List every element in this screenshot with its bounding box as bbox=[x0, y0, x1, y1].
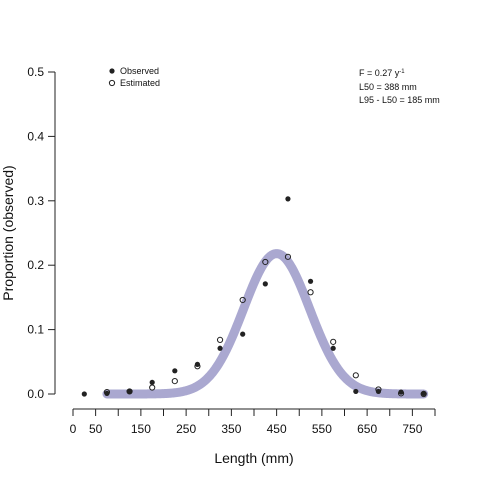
fitted-curve-layer bbox=[102, 249, 429, 399]
annotation-l95-l50: L95 - L50 = 185 mm bbox=[359, 95, 440, 105]
y-tick-label: 0.1 bbox=[27, 323, 44, 337]
y-tick-label: 0.5 bbox=[27, 65, 44, 79]
estimated-point bbox=[307, 289, 314, 296]
x-axis-title: Length (mm) bbox=[214, 450, 293, 466]
ticks: 0.0 0.1 0.2 0.3 0.4 0.5 0 50 150 250 350 450 550 650 7… bbox=[27, 65, 436, 436]
observed-point bbox=[240, 331, 246, 337]
observed-point bbox=[375, 388, 382, 395]
legend-estimated-label: Estimated bbox=[120, 78, 160, 88]
observed-point bbox=[353, 388, 359, 395]
x-tick-label: 0 bbox=[70, 422, 77, 436]
x-tick-label: 450 bbox=[267, 422, 287, 436]
annotation-l50: L50 = 388 mm bbox=[359, 82, 417, 92]
x-tick-label: 150 bbox=[131, 422, 151, 436]
axes bbox=[54, 72, 435, 410]
observed-point bbox=[126, 388, 133, 395]
estimated-point bbox=[194, 363, 201, 370]
observed-point bbox=[149, 379, 155, 386]
estimated-point bbox=[262, 258, 269, 266]
observed-point bbox=[172, 368, 178, 374]
fitted-curve-band bbox=[102, 249, 429, 399]
x-tick-label: 250 bbox=[176, 422, 196, 436]
annotation-f: F = 0.27 y-1 bbox=[359, 68, 405, 78]
observed-point bbox=[330, 345, 336, 351]
y-tick-label: 0.3 bbox=[27, 194, 44, 208]
estimated-point bbox=[397, 390, 405, 397]
data-points bbox=[81, 196, 427, 398]
legend-observed-marker bbox=[109, 68, 115, 74]
annotation-f-superscript: -1 bbox=[399, 69, 405, 75]
x-tick-label: 650 bbox=[357, 422, 377, 436]
estimated-point bbox=[330, 338, 337, 345]
estimated-point bbox=[103, 388, 111, 396]
estimated-point bbox=[126, 388, 133, 395]
y-tick-label: 0.4 bbox=[27, 129, 44, 143]
observed-point bbox=[217, 345, 223, 351]
estimated-point bbox=[216, 336, 224, 343]
y-tick-label: 0.2 bbox=[27, 258, 44, 272]
model-annotation: F = 0.27 y-1 L50 = 388 mm L95 - L50 = 18… bbox=[359, 68, 440, 105]
legend-estimated-marker bbox=[108, 79, 116, 87]
observed-point bbox=[81, 391, 87, 397]
observed-point bbox=[262, 281, 268, 287]
x-tick-label: 50 bbox=[89, 422, 103, 436]
estimated-point bbox=[239, 296, 246, 304]
annotation-f-text: F = 0.27 y bbox=[359, 68, 400, 78]
estimated-point bbox=[420, 390, 427, 398]
legend: Observed Estimated bbox=[108, 66, 160, 88]
observed-point bbox=[307, 278, 314, 284]
x-tick-label: 550 bbox=[312, 422, 332, 436]
estimated-point bbox=[171, 378, 178, 385]
estimated-point bbox=[149, 384, 156, 391]
x-tick-label: 750 bbox=[402, 422, 422, 436]
estimated-point bbox=[284, 253, 292, 260]
estimated-point bbox=[352, 372, 359, 379]
estimated-point bbox=[375, 386, 382, 393]
observed-point bbox=[194, 361, 201, 367]
y-tick-label: 0.0 bbox=[27, 387, 44, 401]
legend-observed-label: Observed bbox=[120, 66, 159, 76]
x-tick-label: 350 bbox=[221, 422, 241, 436]
observed-point bbox=[285, 196, 291, 202]
y-axis-title: Proportion (observed) bbox=[0, 165, 16, 300]
